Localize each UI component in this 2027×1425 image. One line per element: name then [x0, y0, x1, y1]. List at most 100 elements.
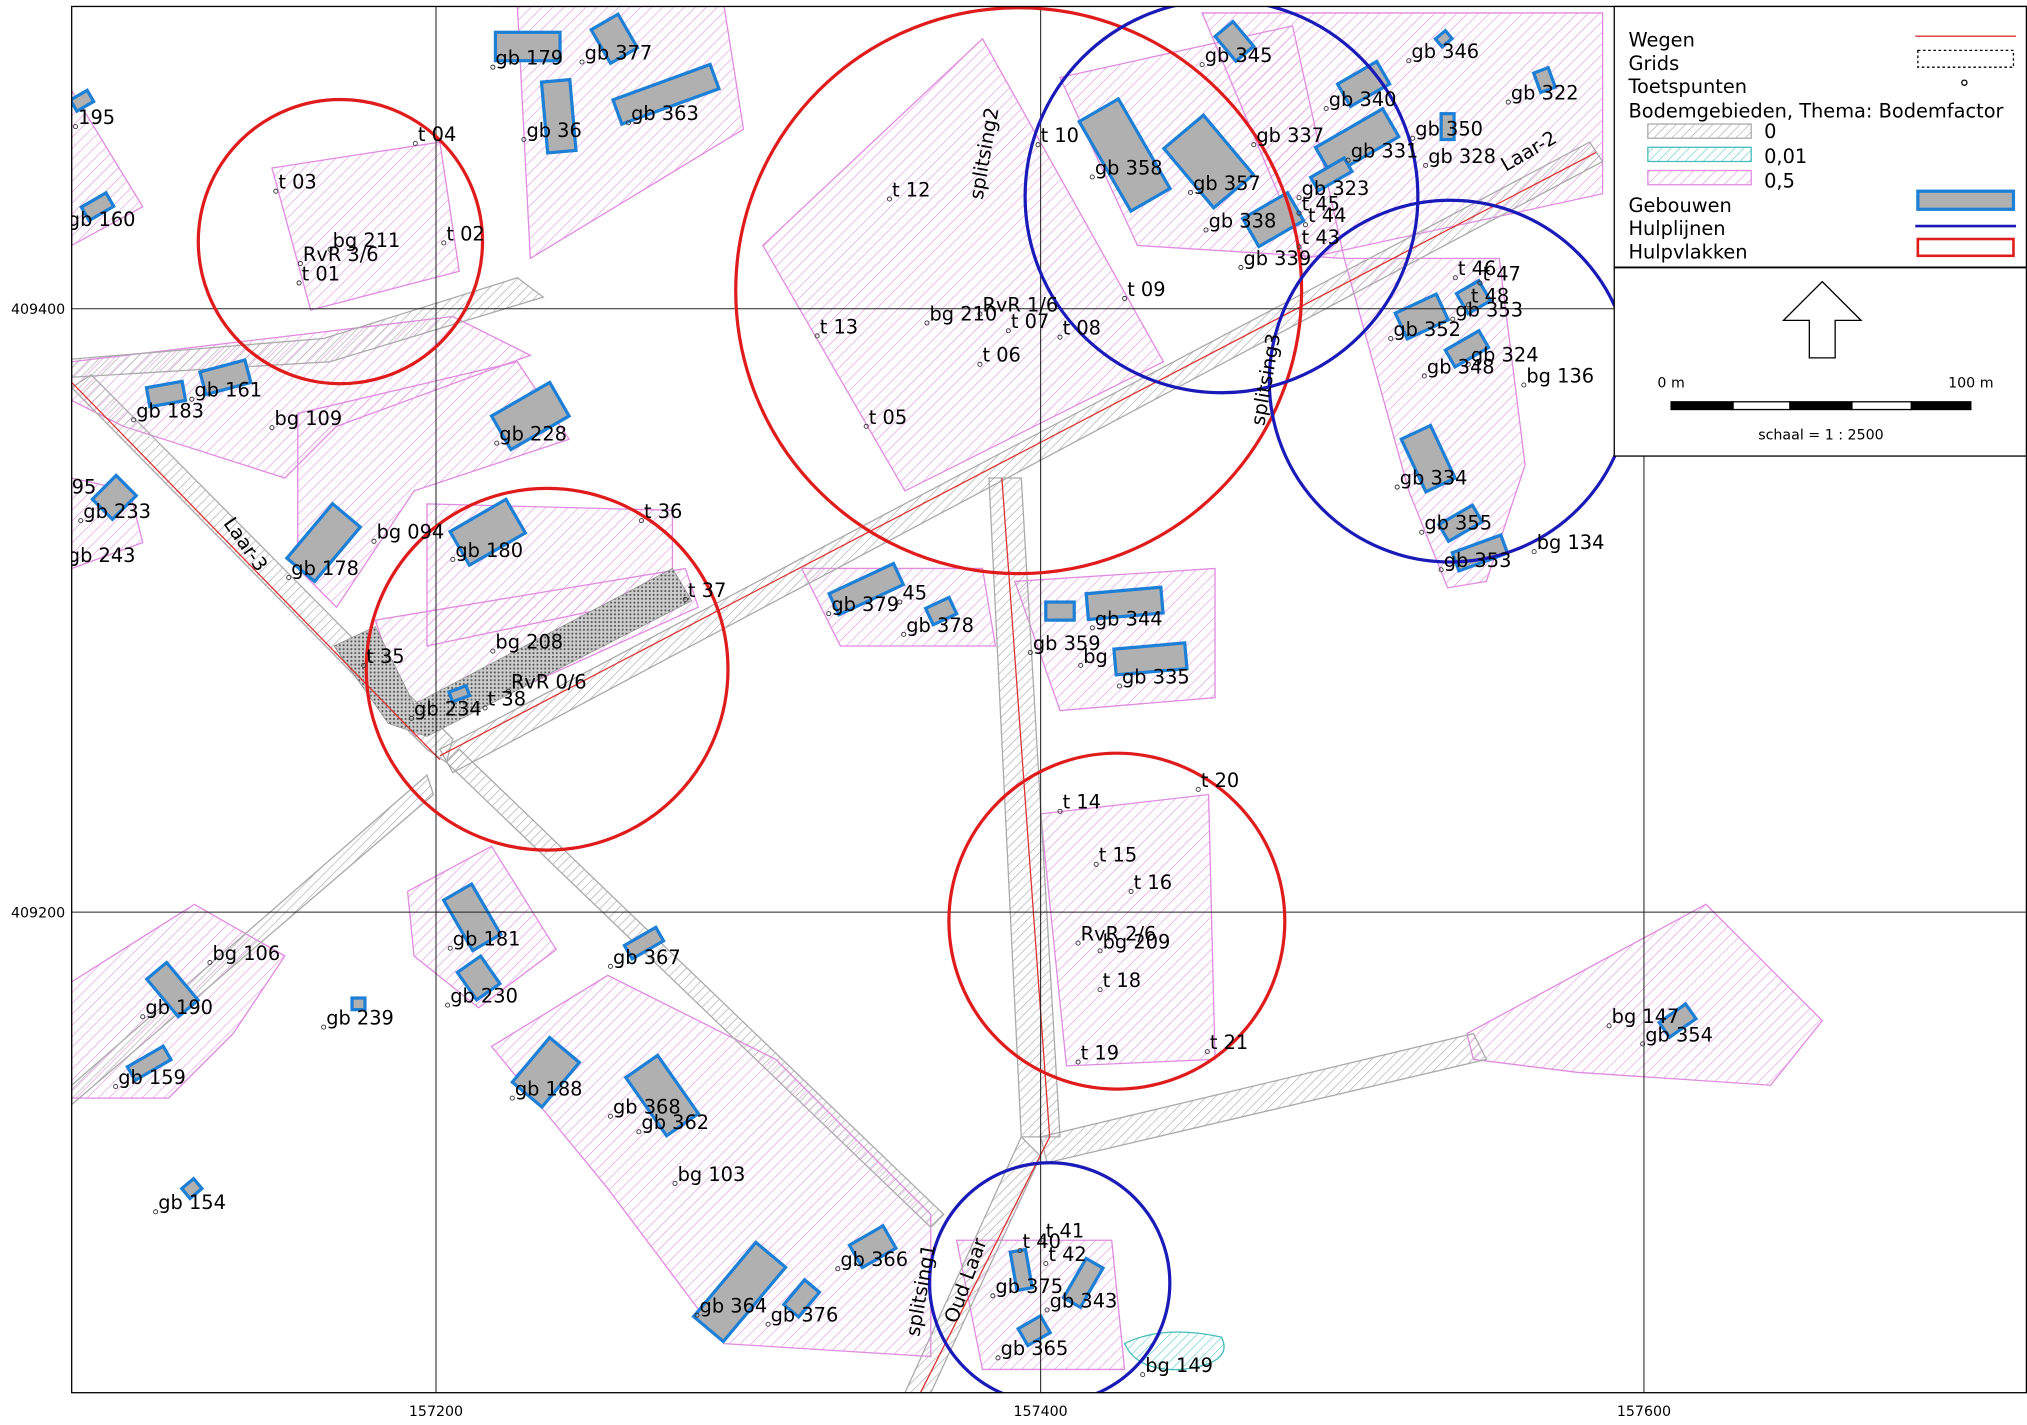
map-label: gb 322: [1511, 81, 1579, 104]
point-marker: [1097, 948, 1103, 954]
map-label: gb 181: [453, 928, 521, 951]
map-label: gb 355: [1424, 512, 1492, 535]
map-label: bg: [1083, 645, 1108, 668]
building: [144, 960, 201, 1020]
point-marker: [694, 1312, 700, 1318]
north-arrow: [1781, 280, 1863, 359]
map-label: gb 328: [1428, 145, 1496, 168]
map-label: gb 178: [291, 557, 359, 580]
point-marker: [1075, 940, 1081, 946]
point-marker: [445, 1002, 451, 1008]
map-label: gb 331: [1351, 140, 1419, 163]
point-marker: [1438, 567, 1444, 573]
building: [1044, 600, 1076, 622]
map-label: gb 340: [1329, 88, 1397, 111]
map-label: gb 180: [455, 539, 523, 562]
building: [446, 683, 472, 704]
point-marker: [826, 611, 832, 617]
map-label: t 38: [488, 687, 526, 710]
point-marker: [1199, 62, 1205, 68]
map-label: gb 353: [1455, 299, 1523, 322]
map-label: t 15: [1099, 844, 1137, 867]
map-label: bg 106: [213, 942, 281, 965]
building: [447, 497, 528, 568]
map-label: bg 210: [930, 302, 998, 325]
point-marker: [490, 64, 496, 70]
map-label: bg 109: [275, 407, 343, 430]
point-marker: [296, 280, 302, 286]
building: [1212, 19, 1256, 64]
point-marker: [1531, 549, 1537, 555]
map-label: RvR 2/6: [1081, 923, 1157, 946]
building: [1656, 1001, 1699, 1040]
point-marker: [505, 688, 511, 694]
point-marker: [682, 596, 688, 602]
point-marker: [1089, 625, 1095, 631]
grid-label: 157400: [1014, 1404, 1068, 1420]
map-label: t 48: [1471, 284, 1509, 307]
point-marker: [1043, 1260, 1049, 1267]
building: [1015, 1313, 1053, 1348]
point-marker: [269, 425, 275, 431]
map-label: gb 344: [1095, 607, 1163, 630]
point-marker: [995, 1355, 1001, 1361]
legend-item: Bodemgebieden, Thema: Bodemfactor: [1628, 100, 2003, 123]
building: [1084, 585, 1165, 622]
point-marker: [1296, 244, 1302, 250]
map-label: gb 348: [1427, 355, 1495, 378]
building: [493, 30, 562, 63]
map-label: t 04: [418, 123, 456, 146]
point-marker: [1027, 649, 1033, 655]
map-label: gb 234: [414, 698, 482, 721]
map-label: t 41: [1046, 1220, 1084, 1243]
point-marker: [113, 1083, 119, 1090]
map-label: bg 147: [1612, 1005, 1680, 1028]
grid-label: 157200: [409, 1404, 463, 1420]
building: [144, 379, 188, 409]
point-marker: [1505, 99, 1511, 105]
map-label: gb 343: [1050, 1289, 1118, 1312]
point-marker: [297, 261, 303, 267]
frame: [71, 5, 2027, 1394]
map-label: bg 094: [377, 521, 445, 544]
point-marker: [1122, 295, 1128, 301]
point-marker: [1388, 335, 1394, 342]
grid-label: 409200: [11, 905, 65, 921]
map-label: t 10: [1041, 124, 1079, 147]
map-label: gb 346: [1411, 40, 1479, 63]
point-marker: [1465, 302, 1471, 308]
building: [847, 1223, 899, 1270]
map-label: RvR 3/6: [303, 243, 379, 266]
point-marker: [607, 963, 613, 969]
map-label: gb 353: [1444, 549, 1512, 572]
building: [1161, 112, 1256, 211]
building: [691, 1240, 788, 1344]
map-label: t 09: [1127, 278, 1165, 301]
building: [179, 1176, 205, 1201]
map-label: gb 190: [145, 996, 213, 1019]
point-marker: [636, 1129, 642, 1135]
map-label: t 36: [644, 500, 682, 523]
point-marker: [509, 1095, 515, 1101]
map-label: gb 159: [118, 1066, 186, 1089]
map-content: gb 179 gb 377 gb 363 gb 36 195 gb 160 t 03 t 04…: [68, 6, 2027, 1393]
building: [1531, 65, 1558, 95]
legend-item: Hulpvlakken: [1628, 240, 1747, 263]
point-marker: [1296, 195, 1302, 201]
point-marker: [1093, 861, 1099, 867]
point-marker: [1005, 328, 1011, 334]
building: [489, 380, 572, 452]
point-marker: [1410, 135, 1416, 141]
map-label: t 35: [366, 645, 404, 668]
map-label: gb 359: [1033, 632, 1101, 655]
building: [781, 1277, 822, 1320]
point-marker: [625, 120, 632, 126]
building: [1436, 502, 1485, 544]
point-marker: [1140, 1372, 1146, 1378]
map-label: gb 243: [68, 544, 136, 567]
map-label: t 05: [869, 406, 907, 429]
building: [622, 925, 666, 962]
point-marker: [521, 137, 527, 143]
building: [510, 1035, 582, 1110]
map-label: gb 239: [326, 1007, 394, 1030]
